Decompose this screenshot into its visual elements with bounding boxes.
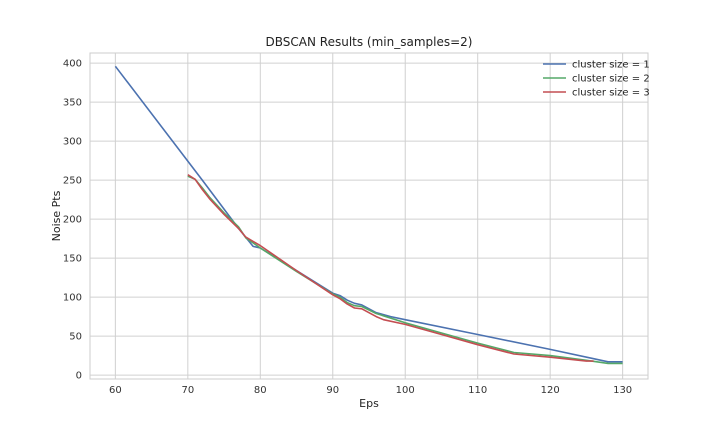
x-tick-label: 100 <box>396 385 415 396</box>
chart-title: DBSCAN Results (min_samples=2) <box>266 35 473 49</box>
legend-label-1: cluster size = 1 <box>572 60 650 71</box>
series-line-3 <box>187 174 594 362</box>
y-tick-label: 300 <box>63 137 82 148</box>
x-tick-label: 130 <box>613 385 632 396</box>
plot-area <box>89 52 649 380</box>
series-lines <box>114 65 623 365</box>
y-tick-label: 100 <box>63 293 82 304</box>
x-axis-label: Eps <box>359 397 379 410</box>
y-tick-label: 400 <box>63 59 82 70</box>
x-tick-label: 90 <box>326 385 339 396</box>
x-tick-label: 110 <box>468 385 487 396</box>
series-line-1 <box>114 65 623 363</box>
legend: cluster size = 1 cluster size = 2 cluster … <box>543 60 650 99</box>
gridlines <box>90 53 648 379</box>
y-axis-ticks: 0 50 100 150 200 250 300 350 400 <box>63 59 82 382</box>
y-tick-label: 200 <box>63 215 82 226</box>
legend-label-2: cluster size = 2 <box>572 74 650 85</box>
y-axis-label: Noise Pts <box>50 190 63 241</box>
x-tick-label: 120 <box>541 385 560 396</box>
x-tick-label: 60 <box>109 385 122 396</box>
y-tick-label: 350 <box>63 98 82 109</box>
y-tick-label: 50 <box>69 332 82 343</box>
series-line-2 <box>187 175 623 365</box>
legend-label-3: cluster size = 3 <box>572 88 650 99</box>
plot-frame <box>89 52 649 380</box>
x-tick-label: 80 <box>254 385 267 396</box>
y-tick-label: 150 <box>63 254 82 265</box>
y-tick-label: 0 <box>76 371 82 382</box>
x-tick-label: 70 <box>181 385 194 396</box>
y-tick-label: 250 <box>63 176 82 187</box>
x-axis-ticks: 60 70 80 90 100 110 120 130 <box>109 385 632 396</box>
